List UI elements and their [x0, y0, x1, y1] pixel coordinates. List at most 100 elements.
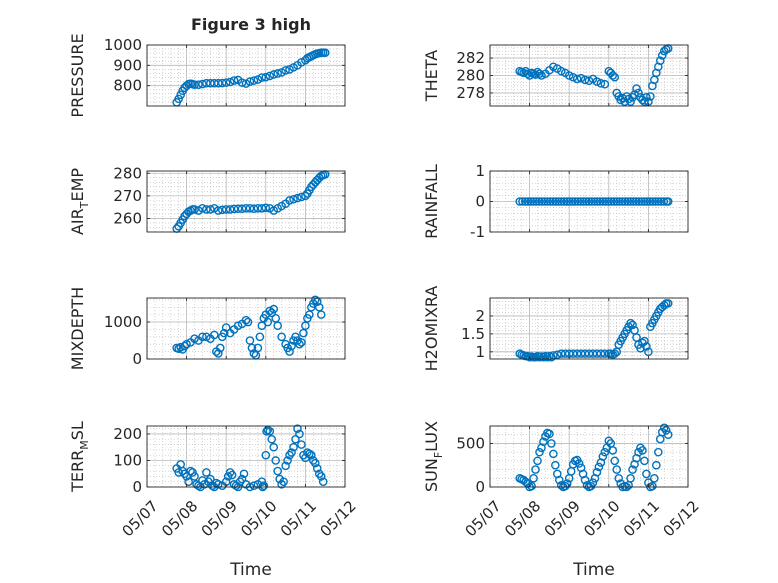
- data-point: [310, 458, 320, 468]
- data-point: [661, 426, 671, 435]
- y-tick-label: 2: [475, 307, 485, 325]
- y-tick-label: 280: [456, 67, 485, 85]
- data-point: [600, 349, 610, 358]
- data-point: [198, 79, 207, 89]
- data-point: [532, 197, 541, 206]
- data-point: [626, 97, 635, 106]
- data-point: [642, 92, 651, 102]
- data-point: [600, 79, 610, 89]
- data-point: [182, 339, 191, 349]
- data-point: [287, 341, 296, 351]
- data-point: [592, 349, 602, 358]
- data-point: [202, 78, 211, 88]
- data-point: [293, 424, 302, 433]
- plot-area: [490, 298, 688, 359]
- data-point: [213, 78, 223, 88]
- data-point: [540, 197, 549, 206]
- data-point: [610, 456, 620, 466]
- data-point: [310, 295, 320, 305]
- data-point: [579, 197, 588, 206]
- axes-box: [146, 44, 346, 107]
- data-point: [316, 472, 326, 481]
- y-tick-label: 280: [113, 164, 142, 182]
- data-point: [174, 94, 183, 104]
- data-point: [592, 77, 602, 86]
- data-point: [614, 473, 624, 483]
- data-point: [593, 197, 602, 206]
- data-point: [640, 456, 649, 466]
- data-point: [535, 69, 544, 79]
- data-point: [556, 349, 566, 358]
- data-point: [307, 450, 316, 460]
- data-point: [638, 446, 647, 455]
- y-tick-label: 900: [113, 56, 142, 74]
- data-point: [202, 205, 211, 214]
- y-axis-label: AIRTEMP: [68, 168, 91, 235]
- data-point: [269, 70, 279, 79]
- data-point: [198, 203, 207, 213]
- data-point: [289, 442, 298, 452]
- y-tick-label: 200: [113, 425, 142, 443]
- data-point: [529, 473, 538, 483]
- data-point: [646, 92, 655, 101]
- data-point: [650, 473, 659, 483]
- data-point: [295, 339, 304, 349]
- data-point: [281, 461, 290, 471]
- y-tick-label: 1: [475, 343, 485, 361]
- data-point: [576, 197, 585, 206]
- data-point: [217, 205, 227, 215]
- data-point: [219, 328, 229, 338]
- data-point: [305, 449, 314, 459]
- data-point: [194, 481, 203, 490]
- x-axis-label-left: Time: [229, 560, 272, 580]
- data-point: [651, 197, 660, 206]
- data-point: [663, 299, 673, 308]
- data-point: [194, 80, 203, 89]
- data-point: [269, 442, 279, 452]
- data-point: [556, 66, 566, 76]
- subplot-rainfall: -1 0 1 RAINFALL: [422, 162, 689, 241]
- data-point: [601, 197, 610, 206]
- data-point: [573, 197, 583, 206]
- data-point: [249, 349, 259, 358]
- data-point: [604, 197, 613, 206]
- data-point: [237, 474, 247, 484]
- data-point: [609, 197, 619, 206]
- data-point: [249, 204, 259, 214]
- data-point: [551, 197, 561, 206]
- data-point: [213, 206, 223, 215]
- y-tick-label: 1: [475, 162, 485, 180]
- data-point: [640, 97, 649, 106]
- data-point: [221, 323, 231, 332]
- data-point: [615, 197, 624, 206]
- y-axis-label-tail: SL: [68, 421, 87, 440]
- data-point: [225, 77, 235, 87]
- data-point: [644, 347, 653, 357]
- data-point: [547, 439, 556, 448]
- data-point: [262, 427, 271, 436]
- data-point: [581, 197, 591, 206]
- data-point: [523, 69, 532, 79]
- data-point: [182, 472, 191, 481]
- data-point: [215, 343, 225, 353]
- figure-title: Figure 3 high: [191, 15, 311, 34]
- data-point: [642, 469, 651, 479]
- data-point: [243, 317, 253, 327]
- data-point: [637, 197, 646, 206]
- data-point: [594, 462, 604, 472]
- data-point: [533, 456, 542, 466]
- data-point: [574, 459, 584, 468]
- data-point: [539, 437, 548, 446]
- y-axis-label-main: RAINFALL: [422, 164, 441, 239]
- data-point: [565, 197, 574, 206]
- subplot-air-temp: 260 270 280 AIRTEMP: [68, 164, 346, 235]
- y-axis-label-main: SUN: [422, 458, 441, 492]
- data-point: [652, 460, 661, 470]
- data-point: [580, 475, 590, 485]
- axes-box: [146, 170, 346, 233]
- data-point: [515, 197, 525, 206]
- data-point: [642, 342, 651, 351]
- data-point: [233, 321, 243, 331]
- data-point: [559, 197, 569, 206]
